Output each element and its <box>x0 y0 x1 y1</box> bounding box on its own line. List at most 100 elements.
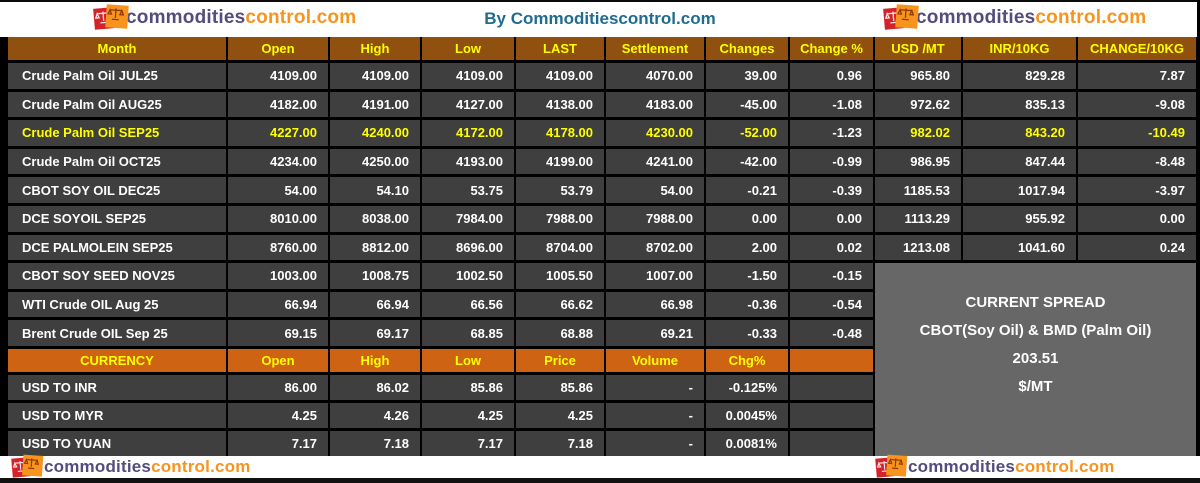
currency-cell-high: 7.18 <box>330 430 420 456</box>
red-square-icon <box>883 7 904 30</box>
brand-name-part1: commodities <box>908 457 1016 476</box>
cell-low: 4127.00 <box>422 91 514 118</box>
brand-logo-top-left: commoditiescontrol.com <box>93 4 356 32</box>
cell-last: 7988.00 <box>516 205 604 232</box>
currency-col-header-price: Price <box>516 348 604 372</box>
cell-month: Crude Palm Oil JUL25 <box>8 63 226 89</box>
brand-icon <box>875 454 908 479</box>
cell-inr-10kg: 829.28 <box>963 63 1076 89</box>
cell-low: 66.56 <box>422 291 514 318</box>
cell-month: DCE SOYOIL SEP25 <box>8 205 226 232</box>
brand-wordmark: commoditiescontrol.com <box>126 7 356 29</box>
cell-low: 4193.00 <box>422 148 514 175</box>
top-band <box>0 0 1197 37</box>
cell-settlement: 7988.00 <box>606 205 704 232</box>
cell-change: -0.48 <box>790 320 873 346</box>
currency-cell-open: 7.17 <box>228 430 328 456</box>
cell-last: 4199.00 <box>516 148 604 175</box>
cell-low: 68.85 <box>422 320 514 346</box>
currency-cell-volume: - <box>606 374 704 400</box>
cell-settlement: 4070.00 <box>606 63 704 89</box>
col-header-usd-mt: USD /MT <box>875 37 961 60</box>
cell-month: Crude Palm Oil AUG25 <box>8 91 226 118</box>
cell-settlement: 4230.00 <box>606 120 704 146</box>
cell-usd-mt: 972.62 <box>875 91 961 118</box>
cell-open: 8760.00 <box>228 234 328 261</box>
cell-changes: 2.00 <box>706 234 788 261</box>
currency-cell-low: 4.25 <box>422 402 514 428</box>
cell-usd-mt: 1213.08 <box>875 234 961 261</box>
cell-change: -0.15 <box>790 263 873 289</box>
cell-settlement: 66.98 <box>606 291 704 318</box>
cell-changes: -0.36 <box>706 291 788 318</box>
cell-open: 8010.00 <box>228 205 328 232</box>
col-header-change: Change % <box>790 37 873 60</box>
prices-table: Month Open High Low LAST Settlement Changes Cha… <box>8 37 1196 456</box>
cell-high: 69.17 <box>330 320 420 346</box>
cell-open: 4227.00 <box>228 120 328 146</box>
currency-blank-cell <box>790 374 873 400</box>
currency-cell-low: 85.86 <box>422 374 514 400</box>
currency-blank-cell <box>790 402 873 428</box>
scales-icon <box>94 11 113 24</box>
cell-settlement: 4241.00 <box>606 148 704 175</box>
brand-wordmark: commoditiescontrol.com <box>908 457 1115 477</box>
orange-square-icon <box>105 4 129 29</box>
currency-cell-low: 7.17 <box>422 430 514 456</box>
cell-changes: 39.00 <box>706 63 788 89</box>
spread-line-2: CBOT(Soy Oil) & BMD (Palm Oil) <box>919 322 1152 340</box>
cell-inr-10kg: 1017.94 <box>963 177 1076 203</box>
cell-change-10kg: 7.87 <box>1078 63 1196 89</box>
col-header-month: Month <box>8 37 226 60</box>
spread-line-1: CURRENT SPREAD <box>965 294 1106 312</box>
cell-inr-10kg: 843.20 <box>963 120 1076 146</box>
cell-change-10kg: -10.49 <box>1078 120 1196 146</box>
spread-line-3: 203.51 <box>1012 350 1059 368</box>
currency-cell-price: 7.18 <box>516 430 604 456</box>
cell-last: 66.62 <box>516 291 604 318</box>
brand-name-part2: control.com <box>1035 7 1147 28</box>
cell-low: 53.75 <box>422 177 514 203</box>
currency-cell-chg: -0.125% <box>706 374 788 400</box>
cell-last: 8704.00 <box>516 234 604 261</box>
red-square-icon <box>93 7 114 30</box>
brand-name-part2: control.com <box>1015 457 1115 476</box>
cell-changes: -52.00 <box>706 120 788 146</box>
cell-change: -0.39 <box>790 177 873 203</box>
cell-changes: -45.00 <box>706 91 788 118</box>
cell-change-10kg: -3.97 <box>1078 177 1196 203</box>
cell-low: 4172.00 <box>422 120 514 146</box>
red-square-icon <box>875 457 894 478</box>
cell-inr-10kg: 847.44 <box>963 148 1076 175</box>
spread-line-4: $/MT <box>1018 378 1053 396</box>
currency-cell-high: 86.02 <box>330 374 420 400</box>
cell-change: -1.08 <box>790 91 873 118</box>
brand-name-part1: commodities <box>916 7 1036 28</box>
cell-open: 69.15 <box>228 320 328 346</box>
currency-header-blank-cell <box>790 348 873 372</box>
orange-square-icon <box>22 454 44 477</box>
currency-cell-chg: 0.0081% <box>706 430 788 456</box>
col-header-settlement: Settlement <box>606 37 704 60</box>
cell-month: DCE PALMOLEIN SEP25 <box>8 234 226 261</box>
scales-icon <box>897 8 915 21</box>
cell-open: 1003.00 <box>228 263 328 289</box>
currency-cell-price: 4.25 <box>516 402 604 428</box>
cell-usd-mt: 1113.29 <box>875 205 961 232</box>
cell-low: 1002.50 <box>422 263 514 289</box>
cell-high: 4250.00 <box>330 148 420 175</box>
brand-logo-bottom-right: commoditiescontrol.com <box>875 453 1115 481</box>
cell-settlement: 54.00 <box>606 177 704 203</box>
brand-wordmark: commoditiescontrol.com <box>44 457 251 477</box>
cell-currency-pair: USD TO INR <box>8 374 226 400</box>
brand-wordmark: commoditiescontrol.com <box>916 7 1146 29</box>
cell-usd-mt: 1185.53 <box>875 177 961 203</box>
scales-icon <box>23 458 40 470</box>
cell-high: 8038.00 <box>330 205 420 232</box>
cell-changes: -42.00 <box>706 148 788 175</box>
cell-high: 4191.00 <box>330 91 420 118</box>
cell-high: 4109.00 <box>330 63 420 89</box>
cell-low: 4109.00 <box>422 63 514 89</box>
col-header-open: Open <box>228 37 328 60</box>
cell-change-10kg: 0.24 <box>1078 234 1196 261</box>
